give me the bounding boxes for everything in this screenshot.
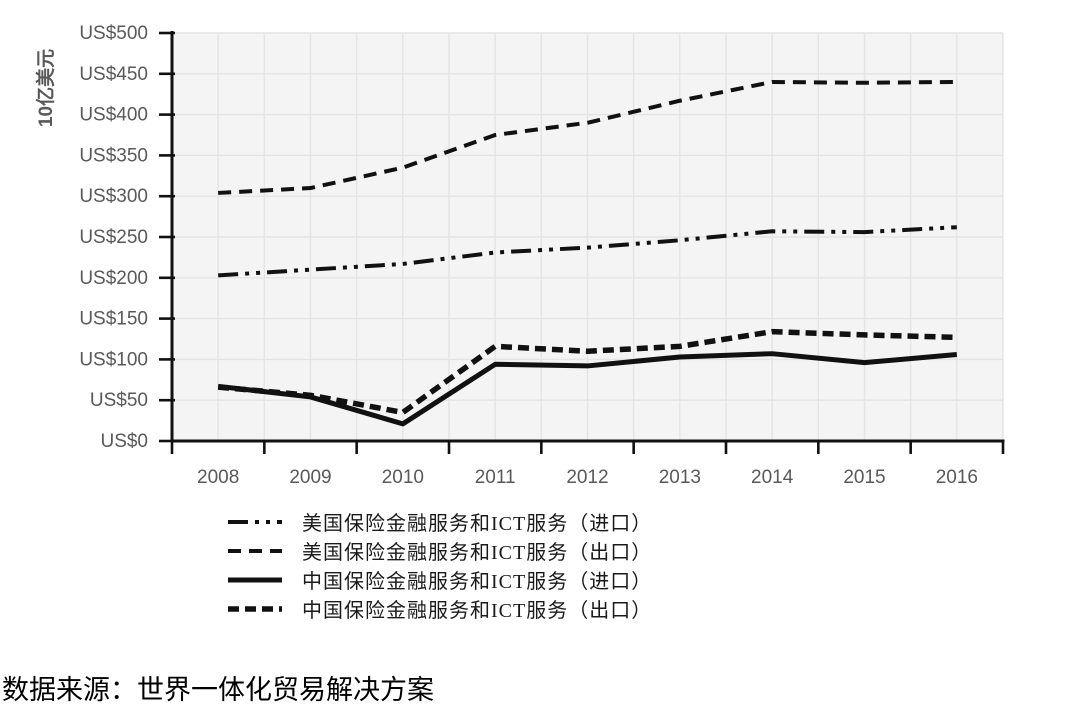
x-tick-label: 2011: [475, 467, 516, 488]
thick-dashed-line-icon: [228, 605, 282, 612]
y-tick-label: US$350: [79, 145, 148, 166]
series-line-3: [217, 328, 957, 416]
y-tick-label: US$450: [79, 64, 148, 85]
y-tick-label: US$500: [79, 23, 148, 44]
y-tick-label: US$0: [100, 431, 148, 452]
y-tick-label: US$200: [79, 268, 148, 289]
x-tick-label: 2014: [751, 467, 794, 488]
dashed-line-icon: [228, 548, 282, 553]
legend-label: 中国保险金融服务和ICT服务（出口）: [302, 600, 653, 622]
legend-item-us-import: 美国保险金融服务和ICT服务（进口）: [228, 507, 652, 536]
y-tick-label: US$250: [79, 227, 148, 248]
series-line-1: [218, 79, 957, 195]
x-tick-label: 2012: [566, 467, 608, 488]
dash-dot-dot-line-icon: [228, 519, 282, 524]
legend-label: 美国保险金融服务和ICT服务（进口）: [302, 513, 653, 535]
x-tick-label: 2013: [659, 467, 701, 488]
series-line-2: [217, 351, 958, 427]
x-tick-label: 2015: [843, 467, 885, 488]
x-tick-label: 2010: [382, 467, 424, 488]
line-chart: US$500 US$450 US$400 US$350 US$300 US$250 US$2…: [34, 23, 1005, 488]
x-tick-label: 2008: [197, 467, 239, 488]
y-tick-label: US$300: [79, 186, 148, 207]
legend-item-cn-export: 中国保险金融服务和ICT服务（出口）: [228, 594, 652, 623]
y-tick-label: US$400: [79, 105, 148, 126]
y-tick-label: US$150: [79, 309, 148, 330]
x-tick-label: 2009: [289, 467, 331, 488]
y-axis-title: 10亿美元: [34, 49, 57, 127]
x-tick-label: 2016: [936, 467, 978, 488]
legend-item-cn-import: 中国保险金融服务和ICT服务（进口）: [228, 565, 652, 594]
series-line-0: [218, 225, 957, 278]
legend-label: 中国保险金融服务和ICT服务（进口）: [302, 571, 653, 593]
chart-legend: 美国保险金融服务和ICT服务（进口） 美国保险金融服务和ICT服务（出口） 中国…: [228, 507, 652, 623]
data-source-note: 数据来源：世界一体化贸易解决方案: [2, 675, 434, 705]
legend-item-us-export: 美国保险金融服务和ICT服务（出口）: [228, 536, 652, 565]
y-tick-label: US$50: [90, 390, 148, 411]
solid-line-icon: [228, 577, 282, 582]
y-tick-label: US$100: [79, 349, 148, 370]
legend-label: 美国保险金融服务和ICT服务（出口）: [302, 542, 653, 564]
